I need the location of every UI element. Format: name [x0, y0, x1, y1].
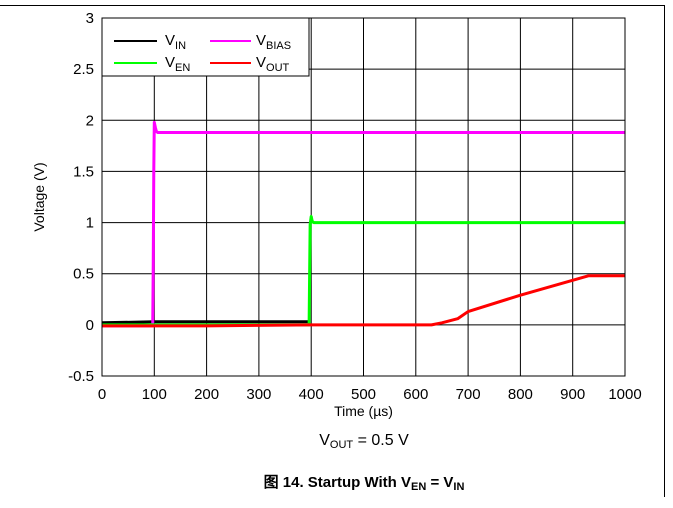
y-tick-label: 2 — [86, 112, 94, 129]
legend-label-vbias: VBIAS — [256, 32, 291, 52]
caption-subscript-1: EN — [411, 481, 427, 493]
annotation-prefix: V — [319, 432, 330, 449]
annotation-subscript: OUT — [329, 439, 354, 451]
x-axis-title: Time (µs) — [334, 403, 393, 419]
legend-label-vin: VIN — [165, 32, 186, 52]
y-tick-label: 0.5 — [73, 266, 94, 283]
figure-caption: 图 14. Startup With VEN = VIN — [0, 471, 673, 493]
x-tick-label: 200 — [194, 386, 219, 403]
series-line-vin — [101, 320, 311, 325]
y-tick-label: 3 — [86, 10, 94, 27]
y-tick-label: 2.5 — [73, 61, 94, 78]
x-tick-label: 300 — [246, 386, 271, 403]
annotation-suffix: = 0.5 V — [353, 432, 409, 449]
y-tick-label: 0 — [86, 317, 94, 334]
x-tick-label: 1000 — [608, 386, 641, 403]
chart: 0 100 200 300 400 500 600 700 800 900 1000 3 2.5 2 1.… — [31, 10, 642, 419]
y-tick-labels: 3 2.5 2 1.5 1 0.5 0 -0.5 — [68, 10, 94, 385]
y-tick-label: 1.5 — [73, 163, 94, 180]
caption-subscript-2: IN — [453, 481, 465, 493]
legend-label-ven: VEN — [165, 54, 190, 74]
x-tick-label: 400 — [299, 386, 324, 403]
series-lines — [101, 120, 625, 328]
x-tick-label: 500 — [351, 386, 376, 403]
x-tick-label: 800 — [508, 386, 533, 403]
legend: VIN VBIAS VEN VOUT — [101, 17, 310, 77]
x-tick-label: 100 — [142, 386, 167, 403]
page-frame-top — [0, 5, 664, 6]
x-tick-label: 0 — [98, 386, 106, 403]
y-tick-label: -0.5 — [68, 368, 94, 385]
y-tick-label: 1 — [86, 215, 94, 232]
x-tick-labels: 0 100 200 300 400 500 600 700 800 900 1000 — [98, 386, 642, 403]
series-line-vout — [102, 274, 625, 328]
caption-middle: = V — [426, 474, 454, 491]
page-frame-right — [664, 5, 665, 497]
legend-label-vout: VOUT — [256, 54, 290, 74]
plot-area-border — [101, 17, 626, 377]
x-tick-label: 700 — [456, 386, 481, 403]
output-voltage-annotation: VOUT = 0.5 V — [0, 432, 673, 451]
y-axis-title: Voltage (V) — [31, 162, 47, 231]
legend-box — [101, 17, 310, 77]
x-tick-label: 600 — [403, 386, 428, 403]
x-tick-label: 900 — [560, 386, 585, 403]
caption-prefix: 图 14. Startup With V — [263, 474, 411, 491]
series-line-vbias — [102, 120, 625, 328]
